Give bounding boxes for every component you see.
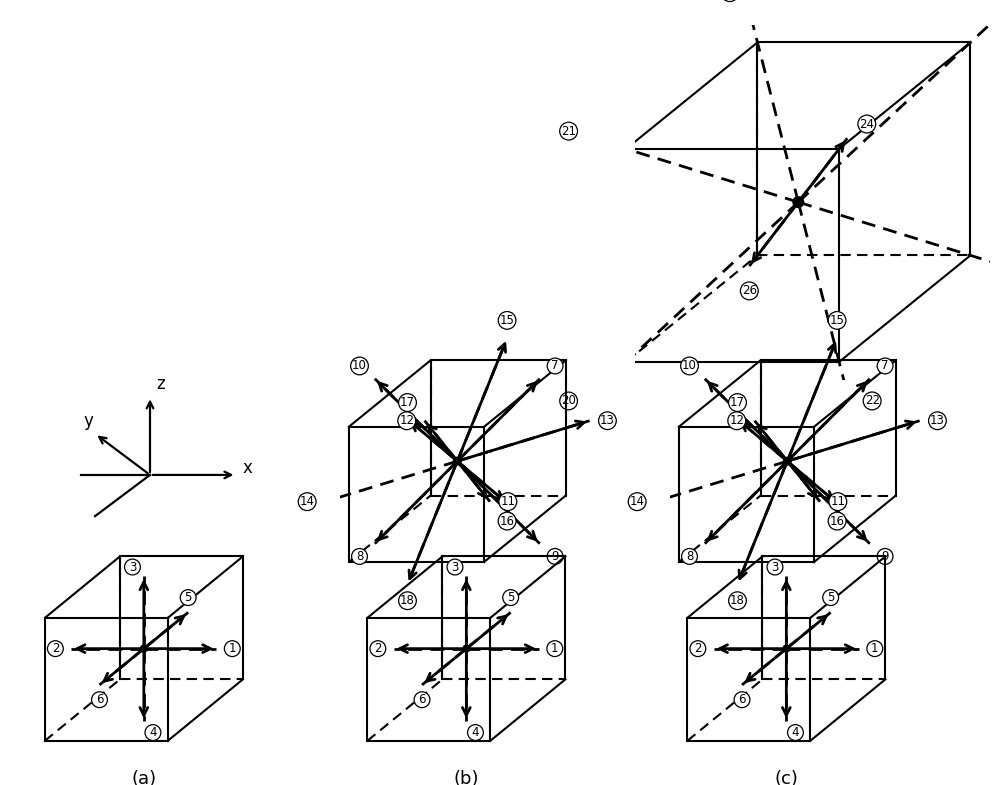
Circle shape — [463, 645, 470, 652]
Text: 17: 17 — [730, 396, 745, 409]
Text: 6: 6 — [418, 693, 426, 706]
Text: 10: 10 — [682, 360, 697, 372]
Circle shape — [140, 645, 147, 652]
Text: 1: 1 — [871, 642, 879, 655]
Text: 4: 4 — [792, 726, 799, 739]
Text: 14: 14 — [300, 495, 315, 508]
Text: (c): (c) — [774, 769, 798, 785]
Text: 4: 4 — [149, 726, 157, 739]
Text: 17: 17 — [400, 396, 415, 409]
Text: 5: 5 — [827, 591, 834, 604]
Text: 6: 6 — [96, 693, 103, 706]
Text: 1: 1 — [551, 642, 559, 655]
Text: 11: 11 — [500, 495, 515, 508]
Text: 11: 11 — [830, 495, 845, 508]
Text: 20: 20 — [561, 394, 576, 407]
Text: 12: 12 — [729, 414, 744, 427]
Text: 24: 24 — [859, 118, 874, 130]
Text: (a): (a) — [131, 769, 156, 785]
Text: 12: 12 — [399, 414, 414, 427]
Circle shape — [783, 458, 791, 465]
Text: 8: 8 — [686, 550, 693, 563]
Text: 22: 22 — [865, 394, 880, 407]
Text: 13: 13 — [930, 414, 945, 427]
Text: 3: 3 — [129, 560, 136, 574]
Text: z: z — [156, 374, 165, 392]
Text: 3: 3 — [771, 560, 779, 574]
Text: 6: 6 — [738, 693, 746, 706]
Circle shape — [453, 458, 461, 465]
Text: 2: 2 — [52, 642, 59, 655]
Text: 4: 4 — [472, 726, 479, 739]
Text: 1: 1 — [229, 642, 236, 655]
Text: x: x — [242, 459, 252, 477]
Text: 13: 13 — [600, 414, 615, 427]
Text: 2: 2 — [374, 642, 382, 655]
Text: 14: 14 — [630, 495, 645, 508]
Text: 26: 26 — [742, 284, 757, 298]
Text: 16: 16 — [830, 514, 845, 528]
Text: 3: 3 — [451, 560, 459, 574]
Text: 7: 7 — [551, 360, 559, 372]
Text: y: y — [83, 412, 93, 430]
Text: 21: 21 — [561, 125, 576, 137]
Text: 15: 15 — [500, 314, 515, 327]
Text: 15: 15 — [830, 314, 845, 327]
Text: 9: 9 — [881, 550, 889, 563]
Text: 5: 5 — [507, 591, 514, 604]
Circle shape — [783, 645, 790, 652]
Circle shape — [793, 197, 804, 207]
Text: 10: 10 — [352, 360, 367, 372]
Text: 5: 5 — [184, 591, 192, 604]
Text: (b): (b) — [454, 769, 479, 785]
Text: 8: 8 — [356, 550, 363, 563]
Text: 2: 2 — [694, 642, 702, 655]
Text: 18: 18 — [400, 594, 415, 608]
Text: 18: 18 — [730, 594, 745, 608]
Text: 16: 16 — [500, 514, 515, 528]
Text: 7: 7 — [881, 360, 889, 372]
Text: 9: 9 — [551, 550, 559, 563]
